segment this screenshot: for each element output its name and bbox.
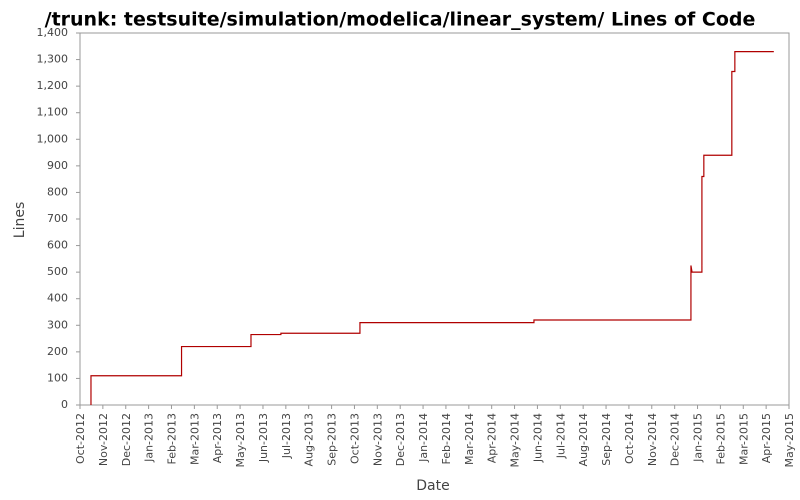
y-tick-label: 300 <box>47 318 68 331</box>
x-tick-label: Jul-2014 <box>554 413 567 459</box>
x-tick-label: Feb-2014 <box>440 413 453 464</box>
x-tick-label: Apr-2015 <box>760 413 773 463</box>
x-tick-label: Jul-2013 <box>280 413 293 459</box>
x-tick-label: Nov-2014 <box>646 413 659 466</box>
x-tick-label: Nov-2012 <box>97 413 110 466</box>
x-tick-label: Dec-2012 <box>120 413 133 466</box>
y-tick-label: 700 <box>47 212 68 225</box>
x-tick-label: Aug-2013 <box>303 413 316 466</box>
data-line <box>90 51 774 405</box>
y-tick-label: 500 <box>47 265 68 278</box>
x-tick-label: Mar-2014 <box>463 413 476 465</box>
y-tick-label: 100 <box>47 371 68 384</box>
x-tick-label: Jun-2014 <box>531 413 544 463</box>
x-tick-label: Dec-2013 <box>394 413 407 466</box>
x-tick-label: Nov-2013 <box>371 413 384 466</box>
x-tick-label: May-2013 <box>234 413 247 468</box>
x-tick-label: Mar-2013 <box>188 413 201 465</box>
x-tick-label: Oct-2014 <box>623 413 636 464</box>
plot-area <box>79 32 790 406</box>
y-tick-label: 1,400 <box>37 26 69 39</box>
y-tick-label: 600 <box>47 239 68 252</box>
x-tick-label: Jan-2014 <box>417 413 430 463</box>
x-tick-label: Aug-2014 <box>577 413 590 466</box>
y-tick-label: 900 <box>47 159 68 172</box>
y-tick-label: 400 <box>47 292 68 305</box>
x-tick-label: Apr-2013 <box>211 413 224 463</box>
y-tick-label: 1,000 <box>37 132 69 145</box>
x-tick-label: Dec-2014 <box>669 413 682 466</box>
y-tick-label: 0 <box>61 398 68 411</box>
y-axis-title: Lines <box>12 202 28 238</box>
y-tick-label: 1,300 <box>37 53 69 66</box>
x-axis-title: Date <box>416 478 449 494</box>
x-tick-label: Sep-2013 <box>326 413 339 466</box>
y-tick-label: 1,200 <box>37 79 69 92</box>
y-tick-label: 800 <box>47 185 68 198</box>
x-tick-label: Apr-2014 <box>486 413 499 463</box>
x-tick-label: Feb-2013 <box>165 413 178 464</box>
x-tick-label: Feb-2015 <box>714 413 727 464</box>
x-tick-label: Jun-2013 <box>257 413 270 463</box>
x-tick-label: Jan-2015 <box>692 413 705 463</box>
x-tick-label: Oct-2012 <box>74 413 87 464</box>
y-tick-label: 1,100 <box>37 106 69 119</box>
x-tick-label: Mar-2015 <box>737 413 750 465</box>
y-tick-label: 200 <box>47 345 68 358</box>
x-tick-label: Oct-2013 <box>348 413 361 464</box>
chart-title: /trunk: testsuite/simulation/modelica/li… <box>45 9 756 31</box>
x-tick-label: Jan-2013 <box>143 413 156 463</box>
x-tick-label: May-2015 <box>783 413 796 468</box>
x-tick-label: Sep-2014 <box>600 413 613 466</box>
x-tick-label: May-2014 <box>509 413 522 468</box>
